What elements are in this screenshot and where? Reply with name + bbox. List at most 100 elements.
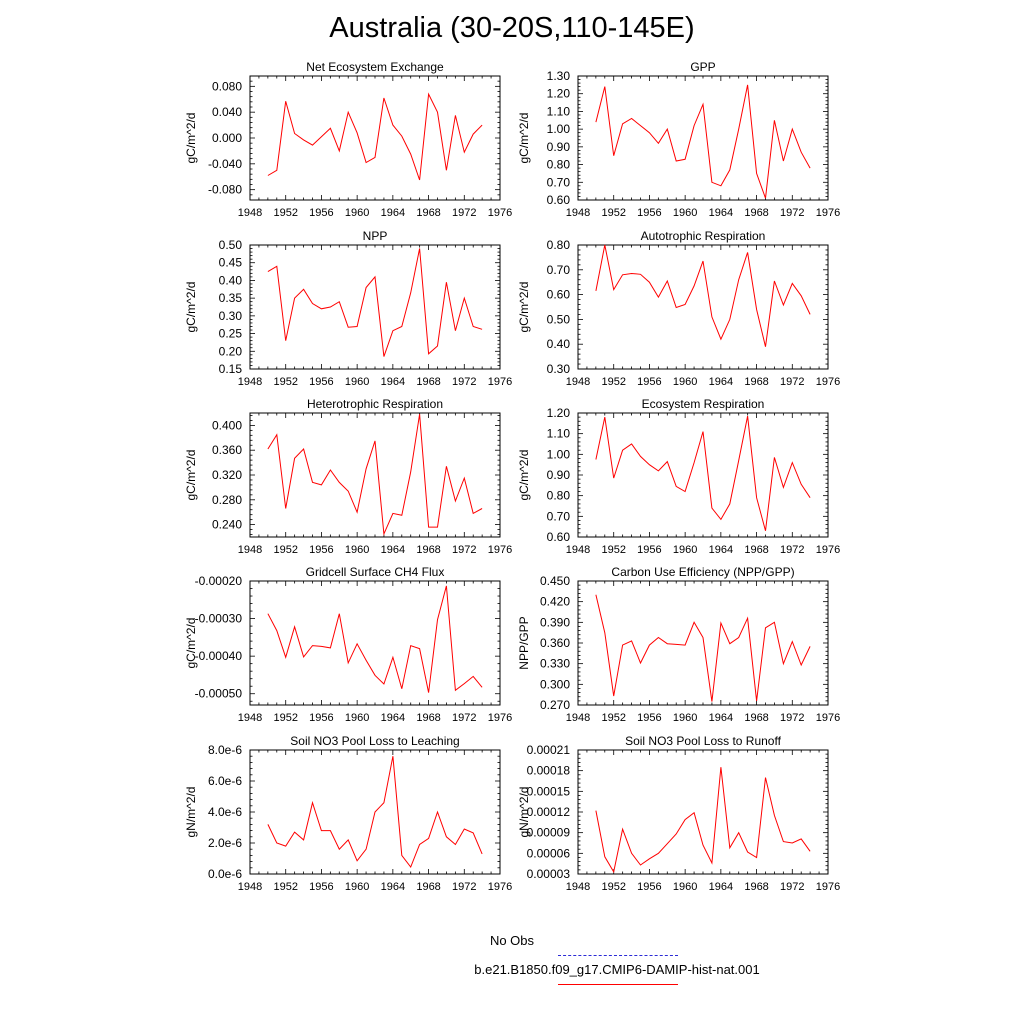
x-tick-label: 1972 bbox=[780, 376, 804, 388]
x-tick-label: 1972 bbox=[452, 544, 476, 556]
y-tick-label: -0.00050 bbox=[195, 687, 243, 701]
y-tick-label: 0.300 bbox=[540, 677, 570, 691]
y-tick-label: 4.0e-6 bbox=[208, 805, 242, 819]
y-tick-label: 8.0e-6 bbox=[208, 743, 242, 757]
x-tick-label: 1976 bbox=[816, 544, 840, 556]
y-axis-label: gC/m^2/d bbox=[184, 282, 198, 333]
y-tick-label: -0.080 bbox=[208, 183, 242, 197]
x-tick-label: 1968 bbox=[416, 207, 440, 219]
y-tick-label: 1.00 bbox=[547, 122, 571, 136]
x-tick-label: 1960 bbox=[673, 544, 697, 556]
x-tick-label: 1956 bbox=[309, 544, 333, 556]
y-axis-label: NPP/GPP bbox=[517, 616, 531, 669]
y-tick-label: 1.30 bbox=[547, 69, 571, 83]
series-line bbox=[267, 585, 483, 693]
x-tick-label: 1960 bbox=[673, 881, 697, 893]
x-tick-label: 1968 bbox=[744, 712, 768, 724]
x-tick-label: 1976 bbox=[488, 712, 512, 724]
y-tick-label: 1.20 bbox=[547, 87, 571, 101]
panel-title: Gridcell Surface CH4 Flux bbox=[306, 565, 445, 579]
y-tick-label: 0.330 bbox=[540, 657, 570, 671]
series-line bbox=[267, 756, 483, 869]
panel-title: Net Ecosystem Exchange bbox=[306, 60, 444, 74]
y-tick-label: 2.0e-6 bbox=[208, 836, 242, 850]
y-tick-label: 6.0e-6 bbox=[208, 774, 242, 788]
x-tick-label: 1968 bbox=[416, 544, 440, 556]
y-tick-label: 0.40 bbox=[219, 273, 243, 287]
x-tick-label: 1964 bbox=[381, 544, 405, 556]
y-axis-label: gC/m^2/d bbox=[184, 113, 198, 164]
plot-frame bbox=[577, 749, 829, 875]
x-tick-label: 1976 bbox=[488, 376, 512, 388]
x-tick-label: 1952 bbox=[601, 881, 625, 893]
y-tick-label: 0.90 bbox=[547, 140, 571, 154]
x-tick-label: 1948 bbox=[566, 881, 590, 893]
x-tick-label: 1948 bbox=[238, 207, 262, 219]
chart-panel-8: 1948 1952 1956 1960 1964 1968 1972 1976 0.0e-6 2.… bbox=[184, 734, 512, 893]
chart-panel-9: 1948 1952 1956 1960 1964 1968 1972 1976 0.00003 0… bbox=[517, 734, 840, 893]
y-tick-label: 0.25 bbox=[219, 327, 243, 341]
y-tick-label: 0.360 bbox=[212, 443, 242, 457]
x-tick-label: 1976 bbox=[488, 207, 512, 219]
y-tick-label: 0.080 bbox=[212, 79, 242, 93]
y-tick-label: 1.10 bbox=[547, 104, 571, 118]
series-line bbox=[595, 416, 811, 531]
y-axis-label: gC/m^2/d bbox=[517, 282, 531, 333]
x-tick-label: 1976 bbox=[488, 881, 512, 893]
y-tick-label: 0.50 bbox=[547, 312, 571, 326]
y-tick-label: 0.50 bbox=[219, 238, 243, 252]
x-tick-label: 1964 bbox=[709, 544, 733, 556]
x-tick-label: 1956 bbox=[637, 881, 661, 893]
panel-title: Heterotrophic Respiration bbox=[307, 397, 443, 411]
x-tick-label: 1956 bbox=[309, 712, 333, 724]
x-tick-label: 1964 bbox=[381, 712, 405, 724]
series-line bbox=[595, 84, 811, 199]
y-tick-label: 0.70 bbox=[547, 175, 571, 189]
panel-title: Soil NO3 Pool Loss to Leaching bbox=[290, 734, 459, 748]
x-tick-label: 1948 bbox=[566, 207, 590, 219]
panel-title: Autotrophic Respiration bbox=[641, 229, 766, 243]
y-tick-label: 0.60 bbox=[547, 288, 571, 302]
series-line bbox=[595, 244, 811, 347]
x-tick-label: 1956 bbox=[637, 207, 661, 219]
x-tick-label: 1964 bbox=[709, 207, 733, 219]
series-line bbox=[267, 414, 483, 536]
chart-panel-7: 1948 1952 1956 1960 1964 1968 1972 1976 0.270 0.3… bbox=[517, 565, 840, 724]
x-tick-label: 1972 bbox=[452, 712, 476, 724]
x-tick-label: 1952 bbox=[601, 207, 625, 219]
y-tick-label: 0.90 bbox=[547, 468, 571, 482]
y-tick-label: 1.00 bbox=[547, 447, 571, 461]
y-tick-label: -0.040 bbox=[208, 157, 242, 171]
x-tick-label: 1960 bbox=[673, 712, 697, 724]
y-tick-label: -0.00020 bbox=[195, 574, 243, 588]
plot-frame bbox=[249, 244, 501, 370]
y-tick-label: 0.00015 bbox=[527, 784, 571, 798]
chart-panel-4: 1948 1952 1956 1960 1964 1968 1972 1976 0.240 0.2… bbox=[184, 397, 512, 556]
plot-frame bbox=[577, 75, 829, 201]
y-tick-label: 0.320 bbox=[212, 468, 242, 482]
y-tick-label: 0.360 bbox=[540, 636, 570, 650]
y-tick-label: 0.420 bbox=[540, 595, 570, 609]
y-tick-label: 0.80 bbox=[547, 158, 571, 172]
series-line bbox=[595, 767, 811, 874]
x-tick-label: 1972 bbox=[452, 881, 476, 893]
x-tick-label: 1972 bbox=[780, 207, 804, 219]
x-tick-label: 1976 bbox=[488, 544, 512, 556]
y-tick-label: 0.80 bbox=[547, 238, 571, 252]
x-tick-label: 1968 bbox=[744, 544, 768, 556]
x-tick-label: 1964 bbox=[709, 881, 733, 893]
x-tick-label: 1960 bbox=[673, 376, 697, 388]
panel-title: Soil NO3 Pool Loss to Runoff bbox=[625, 734, 782, 748]
x-tick-label: 1972 bbox=[780, 544, 804, 556]
y-axis-label: gN/m^2/d bbox=[184, 787, 198, 838]
y-tick-label: -0.00040 bbox=[195, 649, 243, 663]
y-axis-label: gC/m^2/d bbox=[517, 113, 531, 164]
chart-panel-6: 1948 1952 1956 1960 1964 1968 1972 1976 -0.00050… bbox=[184, 565, 512, 724]
panel-title: GPP bbox=[690, 60, 715, 74]
x-tick-label: 1964 bbox=[381, 376, 405, 388]
plot-frame bbox=[249, 412, 501, 538]
x-tick-label: 1972 bbox=[452, 207, 476, 219]
x-tick-label: 1948 bbox=[238, 881, 262, 893]
x-tick-label: 1948 bbox=[238, 712, 262, 724]
x-tick-label: 1964 bbox=[381, 881, 405, 893]
